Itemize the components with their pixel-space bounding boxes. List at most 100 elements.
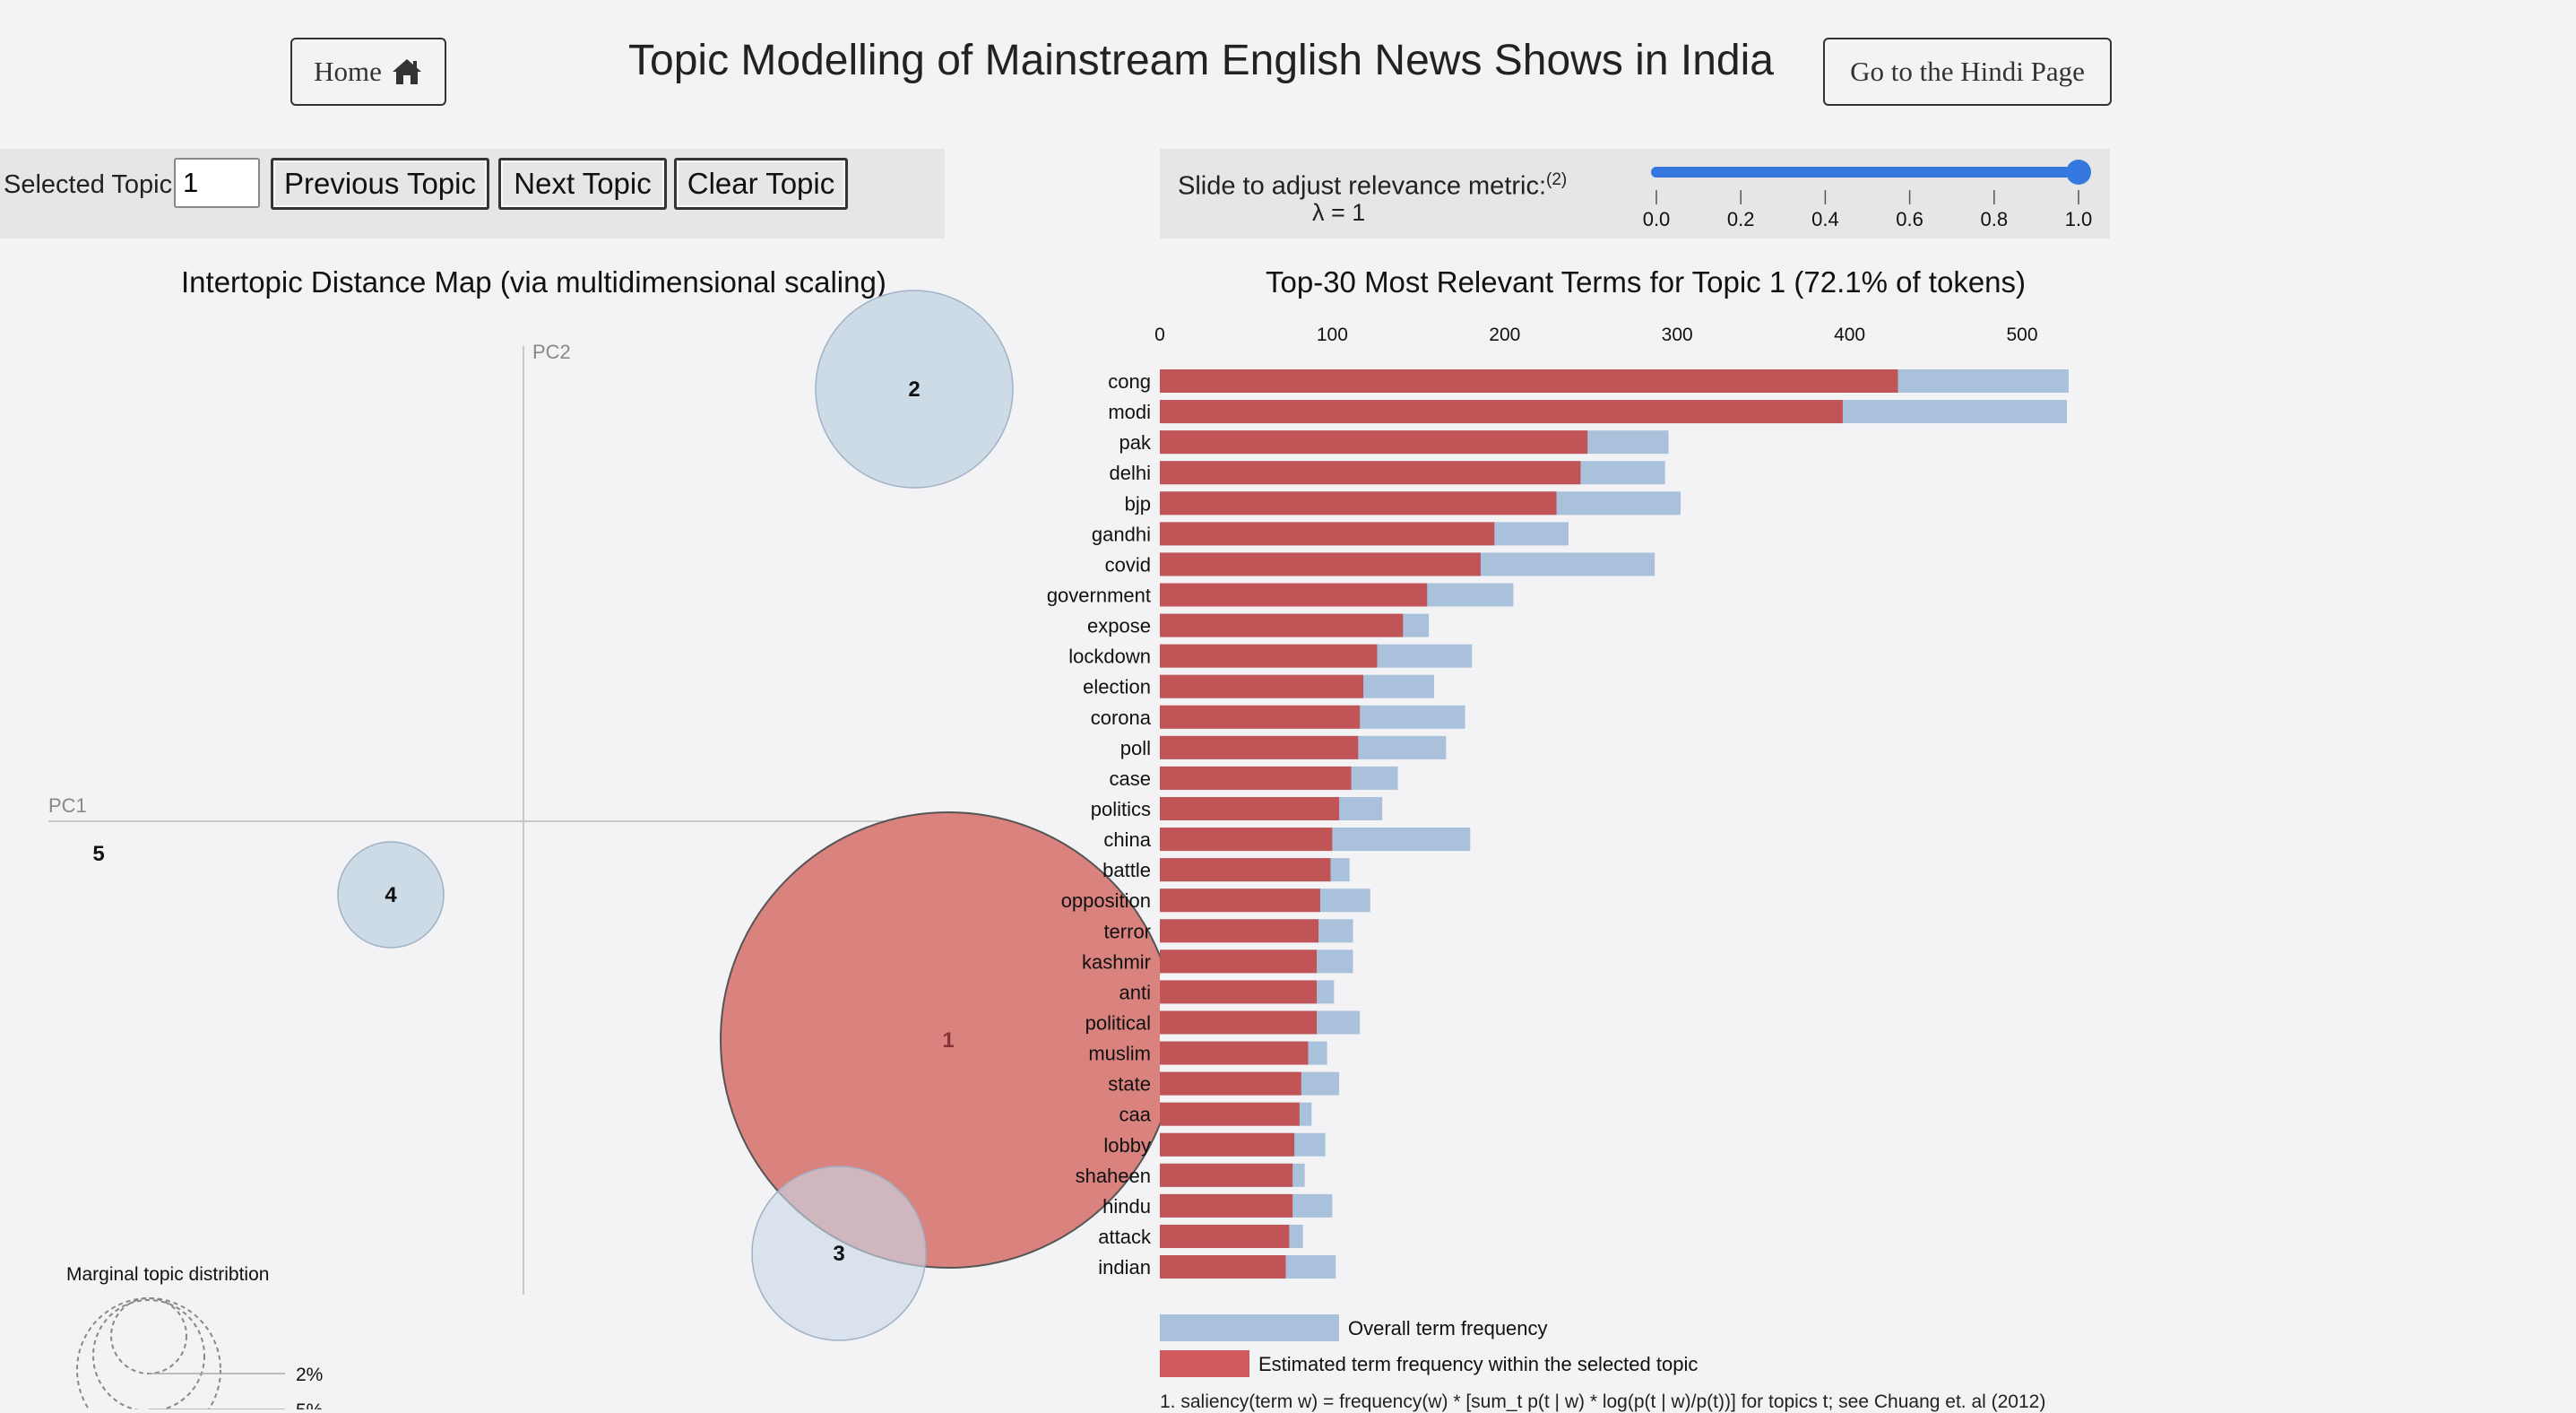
topic-bar-terror — [1160, 919, 1319, 943]
legend-swatch-topic — [1160, 1350, 1249, 1377]
marginal-circle-5pct — [76, 1297, 221, 1409]
marginal-label-5pct: 5% — [296, 1400, 323, 1409]
term-label-china: china — [1103, 828, 1151, 851]
term-label-cong: cong — [1108, 370, 1151, 393]
relevance-slider[interactable]: 0.0 0.2 0.4 0.6 0.8 1.0 — [1635, 154, 2101, 235]
topic-bubble-label-1: 1 — [942, 1028, 954, 1053]
topic-bubble-label-5: 5 — [92, 842, 104, 866]
topic-bubble-1 — [720, 811, 1160, 1269]
topic-bubble-label-2: 2 — [908, 377, 920, 402]
topic-bubble-4 — [337, 841, 445, 949]
topic-bar-covid — [1160, 552, 1481, 576]
term-label-state: state — [1108, 1073, 1151, 1096]
topic-bubble-label-3: 3 — [833, 1242, 844, 1266]
home-button-label: Home — [314, 56, 382, 87]
marginal-label-2pct: 2% — [296, 1365, 323, 1385]
term-label-election: election — [1083, 676, 1151, 698]
slider-tick-label: 1.0 — [2065, 208, 2093, 230]
topic-bar-caa — [1160, 1102, 1300, 1126]
previous-topic-button[interactable]: Previous Topic — [271, 158, 489, 210]
term-label-expose: expose — [1087, 615, 1151, 637]
term-label-politics: politics — [1091, 798, 1151, 820]
term-label-corona: corona — [1091, 706, 1152, 729]
term-label-political: political — [1085, 1011, 1151, 1034]
next-topic-button[interactable]: Next Topic — [498, 158, 667, 210]
intertopic-map-title: Intertopic Distance Map (via multidimens… — [181, 265, 886, 299]
term-label-caa: caa — [1119, 1104, 1152, 1126]
topic-bar-muslim — [1160, 1041, 1309, 1065]
x-tick-label: 100 — [1317, 325, 1348, 345]
topic-bar-indian — [1160, 1255, 1286, 1279]
legend-label-overall: Overall term frequency — [1348, 1317, 1548, 1339]
legend-swatch-overall — [1160, 1314, 1339, 1341]
marginal-circle-2pct — [110, 1297, 187, 1374]
topic-bar-bjp — [1160, 491, 1557, 516]
term-label-anti: anti — [1119, 981, 1151, 1003]
pc2-axis-label: PC2 — [532, 341, 571, 363]
term-label-lobby: lobby — [1103, 1134, 1151, 1157]
home-button[interactable]: Home — [290, 38, 446, 106]
topic-bar-hindu — [1160, 1193, 1293, 1218]
x-tick-label: 400 — [1834, 325, 1865, 345]
term-label-battle: battle — [1102, 859, 1151, 881]
slider-tick-label: 0.8 — [1981, 208, 2009, 230]
topic-bar-attack — [1160, 1224, 1290, 1248]
relevance-slider-label: Slide to adjust relevance metric:(2) — [1178, 170, 1567, 202]
term-label-bjp: bjp — [1125, 492, 1151, 515]
relevant-terms-bar-chart: 0 100 200 300 400 500 cong modi pak delhi bjp gandh… — [1047, 325, 2069, 1377]
slider-tick-label: 0.4 — [1811, 208, 1839, 230]
x-tick-label: 200 — [1489, 325, 1520, 345]
hindi-page-button[interactable]: Go to the Hindi Page — [1823, 38, 2112, 106]
selected-topic-label: Selected Topic: — [4, 170, 180, 199]
topic-bar-kashmir — [1160, 949, 1318, 974]
term-label-lockdown: lockdown — [1068, 646, 1151, 668]
saliency-footnote: 1. saliency(term w) = frequency(w) * [su… — [1160, 1391, 2046, 1412]
term-label-kashmir: kashmir — [1082, 950, 1151, 973]
clear-topic-button[interactable]: Clear Topic — [674, 158, 848, 210]
term-label-poll: poll — [1120, 737, 1151, 759]
term-label-shaheen: shaheen — [1076, 1165, 1151, 1187]
x-tick-label: 500 — [2006, 325, 2037, 345]
slider-tick-label: 0.2 — [1727, 208, 1755, 230]
relevance-footnote-ref: (2) — [1546, 170, 1568, 189]
terms-chart-title: Top-30 Most Relevant Terms for Topic 1 (… — [1266, 265, 2027, 299]
topic-bar-lockdown — [1160, 644, 1378, 668]
topic-bar-battle — [1160, 858, 1331, 882]
topic-bar-china — [1160, 828, 1333, 852]
x-tick-label: 0 — [1154, 325, 1165, 345]
selected-topic-input[interactable] — [174, 158, 260, 208]
term-label-attack: attack — [1098, 1226, 1152, 1248]
marginal-circle-mid — [92, 1299, 205, 1409]
topic-bubble-label-4: 4 — [385, 883, 397, 907]
topic-bubble-3 — [751, 1166, 927, 1341]
topic-bar-lobby — [1160, 1132, 1295, 1157]
topic-bar-expose — [1160, 613, 1404, 637]
slider-thumb — [2066, 160, 2091, 185]
topic-bar-political — [1160, 1010, 1318, 1035]
topic-bar-corona — [1160, 705, 1361, 729]
legend-label-topic: Estimated term frequency within the sele… — [1258, 1353, 1698, 1375]
topic-bar-government — [1160, 583, 1428, 607]
lambda-value: λ = 1 — [1312, 199, 1366, 226]
slider-tick-label: 0.0 — [1643, 208, 1671, 230]
term-label-pak: pak — [1119, 431, 1152, 454]
topic-bar-pak — [1160, 430, 1588, 455]
term-label-modi: modi — [1108, 401, 1151, 423]
x-tick-label: 300 — [1662, 325, 1693, 345]
term-label-government: government — [1047, 584, 1151, 606]
topic-bar-case — [1160, 766, 1352, 790]
topic-bubble-2 — [815, 290, 1014, 489]
term-label-opposition: opposition — [1061, 889, 1151, 912]
marginal-distribution-title: Marginal topic distribtion — [66, 1264, 269, 1285]
relevance-slider-text: Slide to adjust relevance metric: — [1178, 171, 1547, 201]
topic-bar-poll — [1160, 735, 1359, 759]
topic-bar-opposition — [1160, 889, 1320, 913]
term-label-gandhi: gandhi — [1092, 523, 1151, 545]
term-label-terror: terror — [1103, 920, 1151, 942]
topic-bar-anti — [1160, 980, 1318, 1004]
intertopic-distance-map: PC2 PC1 5 4 2 1 3 Marginal topic distribtion 2% 5… — [48, 290, 1160, 1409]
term-label-delhi: delhi — [1110, 462, 1151, 484]
topic-bar-gandhi — [1160, 522, 1495, 546]
term-label-covid: covid — [1105, 553, 1151, 576]
term-label-case: case — [1110, 767, 1151, 790]
